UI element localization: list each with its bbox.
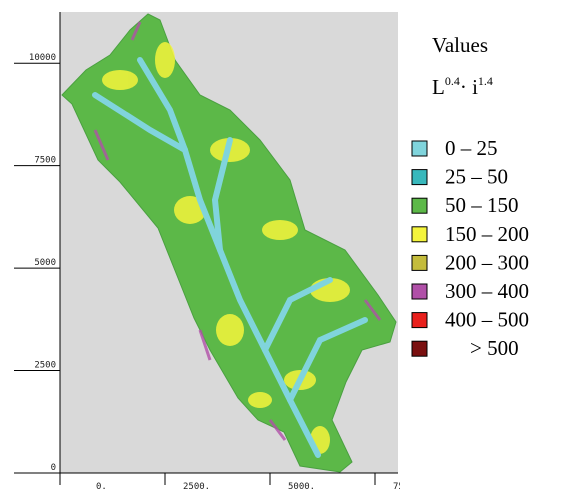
legend-label: 0 – 25 [445,136,498,160]
x-tick-label: 7500. [393,482,420,492]
legend-title: Values [432,33,488,57]
legend-label: 25 – 50 [445,165,508,189]
legend-label: 200 – 300 [445,250,529,274]
legend-swatch [412,255,427,270]
legend-swatch [412,313,427,328]
legend-label: 400 – 500 [445,308,529,332]
map-figure: 0. 2500. 5000. 7500. Values L0.4· i1.4 0 250… [0,0,563,494]
legend-swatch [412,198,427,213]
y-tick-label: 0 [51,463,56,473]
formula-part: · i [460,75,478,99]
formula-exponent: 1.4 [478,74,493,88]
formula-part: L [432,75,445,99]
y-tick-label: 7500 [34,156,56,166]
legend-label: 150 – 200 [445,222,529,246]
legend-swatch [412,227,427,242]
legend-swatch [412,341,427,356]
legend-swatch [412,170,427,185]
legend-formula: L0.4· i1.4 [432,74,493,99]
legend-label: > 500 [470,336,519,360]
y-tick-label: 5000 [34,258,56,268]
legend-swatch [412,284,427,299]
y-tick-label: 2500 [34,361,56,371]
x-tick-label: 2500. [183,482,210,492]
y-tick-label: 10000 [29,53,56,63]
legend-label: 50 – 150 [445,193,519,217]
formula-exponent: 0.4 [445,74,460,88]
x-tick-label: 0. [96,482,107,492]
x-tick-label: 5000. [288,482,315,492]
legend-label: 300 – 400 [445,279,529,303]
x-tick-labels: 0. 2500. 5000. 7500. [96,482,420,492]
legend-swatch [412,141,427,156]
